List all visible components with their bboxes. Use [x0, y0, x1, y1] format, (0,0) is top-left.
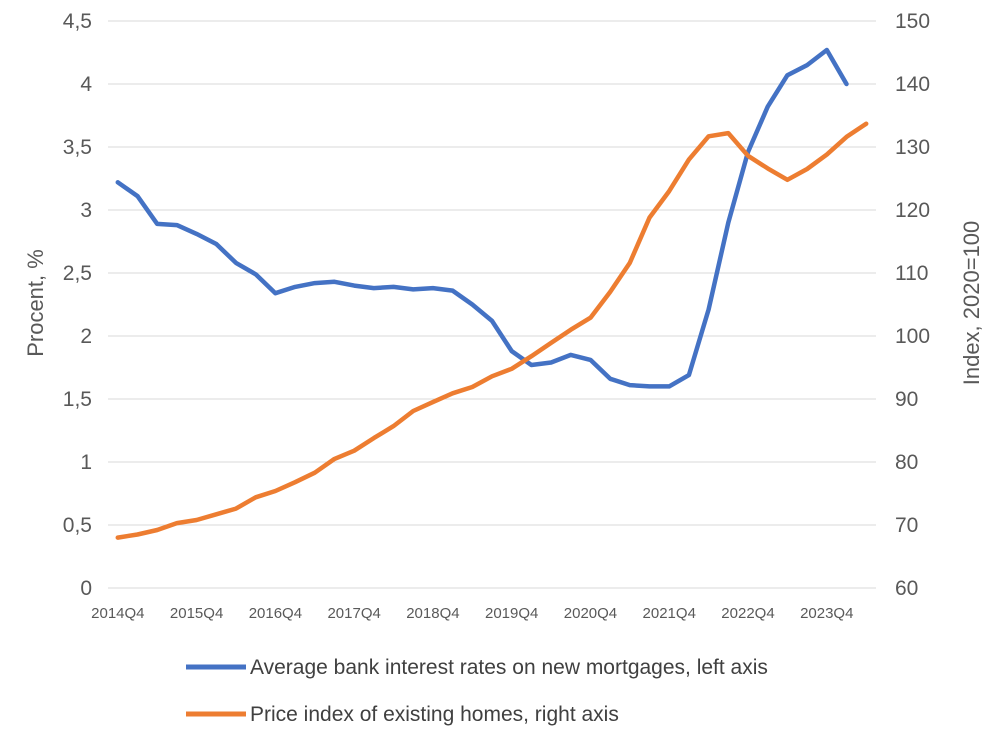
- right-tick-label: 130: [895, 136, 930, 159]
- left-tick-label: 4: [80, 73, 92, 96]
- right-axis: 60 70 80 90 100 110 120 130 140 150: [895, 10, 930, 600]
- left-tick-label: 2,5: [63, 262, 92, 285]
- x-tick-label: 2020Q4: [564, 605, 617, 622]
- right-tick-label: 140: [895, 73, 930, 96]
- series-line-price-index: [115, 121, 869, 540]
- x-tick-label: 2016Q4: [249, 605, 302, 622]
- x-tick-label: 2021Q4: [643, 605, 696, 622]
- left-tick-label: 3: [80, 199, 92, 222]
- x-tick-label: 2015Q4: [170, 605, 223, 622]
- series-line-interest-rate: [115, 47, 849, 389]
- right-tick-label: 120: [895, 199, 930, 222]
- legend: Average bank interest rates on new mortg…: [186, 656, 768, 726]
- right-tick-label: 80: [895, 451, 918, 474]
- left-tick-label: 0,5: [63, 514, 92, 537]
- x-tick-label: 2018Q4: [406, 605, 459, 622]
- right-tick-label: 70: [895, 514, 918, 537]
- series-lines: [115, 47, 869, 540]
- right-axis-title: Index, 2020=100: [959, 221, 984, 386]
- right-tick-label: 90: [895, 388, 918, 411]
- legend-label-price-index: Price index of existing homes, right axi…: [250, 703, 619, 726]
- right-tick-label: 150: [895, 10, 930, 33]
- right-tick-label: 110: [895, 262, 928, 285]
- x-tick-label: 2023Q4: [800, 605, 853, 622]
- left-tick-label: 0: [80, 577, 92, 600]
- left-axis: 0 0,5 1 1,5 2 2,5 3 3,5 4 4,5: [63, 10, 93, 600]
- x-tick-label: 2014Q4: [91, 605, 144, 622]
- legend-label-interest-rate: Average bank interest rates on new mortg…: [250, 656, 768, 679]
- left-tick-label: 2: [80, 325, 92, 348]
- x-tick-label: 2017Q4: [327, 605, 380, 622]
- left-tick-label: 1,5: [63, 388, 92, 411]
- left-tick-label: 4,5: [63, 10, 92, 33]
- left-tick-label: 1: [80, 451, 92, 474]
- x-tick-label: 2022Q4: [721, 605, 774, 622]
- left-axis-title: Procent, %: [23, 249, 48, 357]
- right-tick-label: 60: [895, 577, 918, 600]
- left-tick-label: 3,5: [63, 136, 92, 159]
- x-tick-label: 2019Q4: [485, 605, 538, 622]
- x-axis: 2014Q4 2015Q4 2016Q4 2017Q4 2018Q4 2019Q4 2020…: [91, 605, 853, 622]
- right-tick-label: 100: [895, 325, 930, 348]
- gridlines: [108, 20, 876, 589]
